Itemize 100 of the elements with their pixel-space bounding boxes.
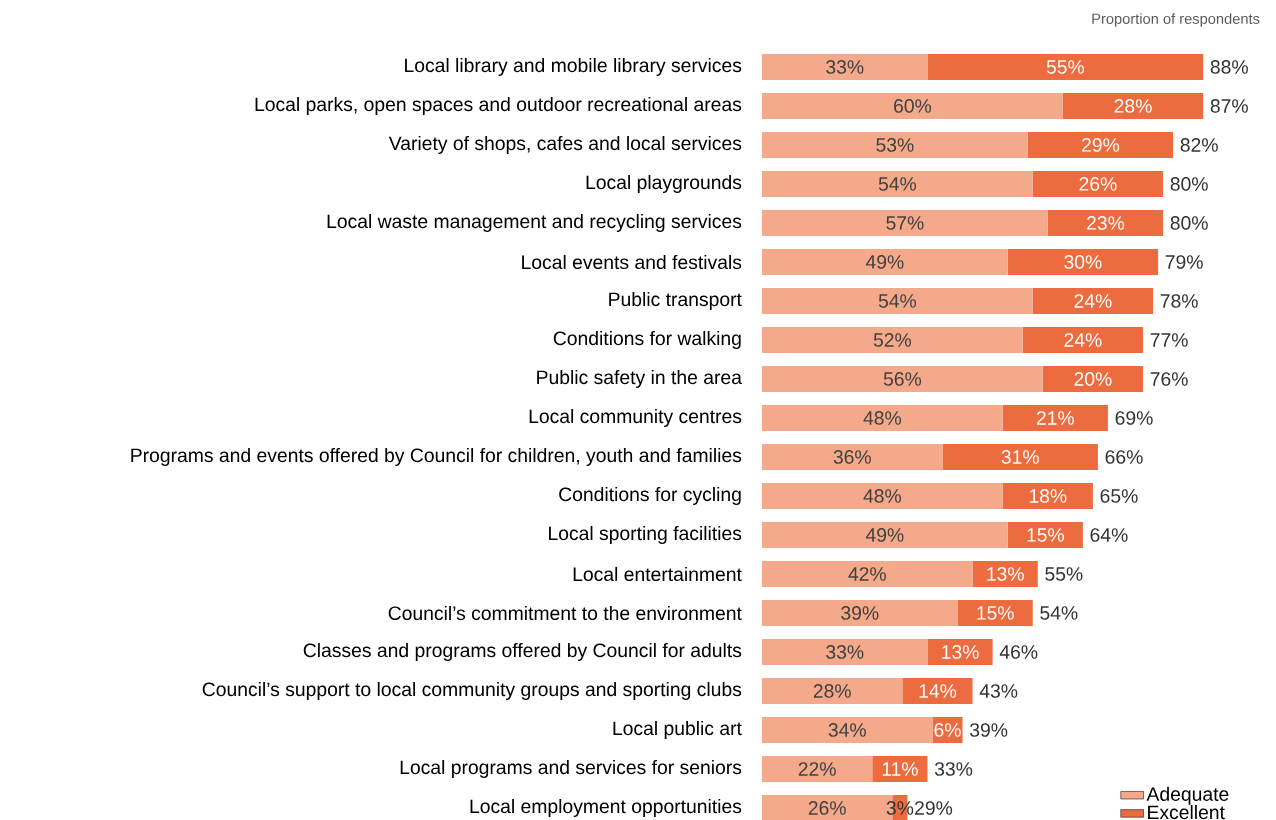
bar <box>927 53 1204 80</box>
y-tick-label: Local community centres <box>529 408 742 427</box>
bar <box>762 170 1033 197</box>
data-label: 26% <box>1079 177 1117 191</box>
total-label: 87% <box>1210 99 1248 113</box>
data-label: 54% <box>878 294 917 308</box>
bar <box>1007 521 1083 548</box>
data-label: 31% <box>1001 450 1039 464</box>
total-label: 64% <box>1090 528 1128 542</box>
bar <box>1022 326 1144 353</box>
data-label: 24% <box>1074 294 1112 308</box>
total-label: 54% <box>1040 606 1078 620</box>
data-label: 18% <box>1029 489 1067 503</box>
bar <box>762 482 1003 509</box>
bar <box>762 716 933 743</box>
bar <box>957 599 1033 626</box>
total-label: 80% <box>1170 177 1208 191</box>
bar <box>902 677 973 704</box>
data-label: 48% <box>863 489 902 503</box>
data-label: 56% <box>883 372 922 386</box>
bar <box>942 443 1098 470</box>
bar <box>1002 404 1108 431</box>
bar <box>762 677 903 704</box>
y-tick-label: Conditions for cycling <box>559 486 741 505</box>
total-label: 69% <box>1115 411 1153 425</box>
bar <box>1062 92 1204 119</box>
data-label: 60% <box>894 99 932 113</box>
y-tick-label: Local events and festivals <box>522 254 742 270</box>
data-label: 13% <box>987 567 1024 581</box>
bar <box>1042 365 1144 392</box>
total-label: 77% <box>1150 333 1188 347</box>
data-label: 52% <box>873 333 912 347</box>
total-label: 88% <box>1210 60 1248 74</box>
data-label: 11% <box>882 762 918 776</box>
data-label: 36% <box>833 450 871 464</box>
bar <box>762 599 958 626</box>
y-tick-label: Conditions for walking <box>553 330 741 349</box>
bar <box>762 248 1008 275</box>
bar <box>972 560 1038 587</box>
y-tick-label: Local sporting facilities <box>549 525 742 544</box>
total-label: 29% <box>915 801 953 815</box>
y-tick-label: Local playgrounds <box>586 174 742 193</box>
bar <box>762 638 928 665</box>
bar <box>1007 248 1159 275</box>
total-label: 55% <box>1045 567 1083 581</box>
bar <box>762 521 1008 548</box>
data-label: 14% <box>919 684 957 698</box>
bar <box>1002 482 1093 509</box>
y-tick-label: Council’s commitment to the environment <box>388 605 742 621</box>
bar <box>762 92 1063 119</box>
bar <box>927 638 993 665</box>
data-label: 23% <box>1087 216 1125 230</box>
bar <box>762 365 1043 392</box>
bar <box>762 131 1028 158</box>
bar <box>762 560 973 587</box>
y-tick-label: Local programs and services for seniors <box>400 759 742 778</box>
total-label: 82% <box>1180 138 1218 152</box>
total-label: 76% <box>1150 372 1188 386</box>
data-label: 55% <box>1046 60 1084 74</box>
total-label: 39% <box>969 723 1008 737</box>
data-label: 21% <box>1036 411 1074 425</box>
data-label: 24% <box>1064 333 1102 347</box>
bar <box>762 53 928 80</box>
y-tick-label: Local waste management and recycling services <box>327 213 742 232</box>
bar <box>1032 170 1164 197</box>
data-label: 29% <box>1082 138 1120 152</box>
text: Proportion of respondents <box>1092 13 1260 27</box>
bar <box>762 209 1048 236</box>
data-label: 33% <box>826 60 864 74</box>
y-tick-label: Council’s support to local community groups and sporting clubs <box>202 681 742 700</box>
legend-label: Excellent <box>1148 804 1225 820</box>
data-label: 20% <box>1074 372 1112 386</box>
data-label: 13% <box>942 645 979 659</box>
y-tick-label: Local entertainment <box>573 566 742 582</box>
total-label: 79% <box>1165 255 1203 269</box>
data-label: 22% <box>798 762 836 776</box>
total-label: 43% <box>979 684 1018 698</box>
y-tick-label: Variety of shops, cafes and local services <box>388 135 742 154</box>
total-label: 65% <box>1100 489 1138 503</box>
y-tick-label: Public safety in the area <box>537 369 742 388</box>
data-label: 42% <box>848 567 886 581</box>
data-label: 57% <box>886 216 924 230</box>
y-tick-label: Programs and events offered by Council for children, youth and families <box>131 447 742 466</box>
bar <box>762 755 873 782</box>
data-label: 26% <box>808 801 846 815</box>
data-label: 33% <box>826 645 864 659</box>
y-tick-label: Classes and programs offered by Council for adults <box>303 642 742 661</box>
legend-label: Adequate <box>1146 786 1229 805</box>
bar <box>762 287 1033 314</box>
total-label: 46% <box>999 645 1038 659</box>
bar <box>762 443 943 470</box>
data-label: 53% <box>876 138 914 152</box>
y-tick-label: Local parks, open spaces and outdoor recreational areas <box>255 96 742 115</box>
data-label: 15% <box>977 606 1014 620</box>
data-label: 49% <box>865 255 904 269</box>
bar <box>762 404 1003 431</box>
y-tick-label: Local public art <box>613 720 742 739</box>
data-label: 39% <box>841 606 879 620</box>
data-label: 49% <box>865 528 904 542</box>
data-label: 28% <box>813 684 851 698</box>
